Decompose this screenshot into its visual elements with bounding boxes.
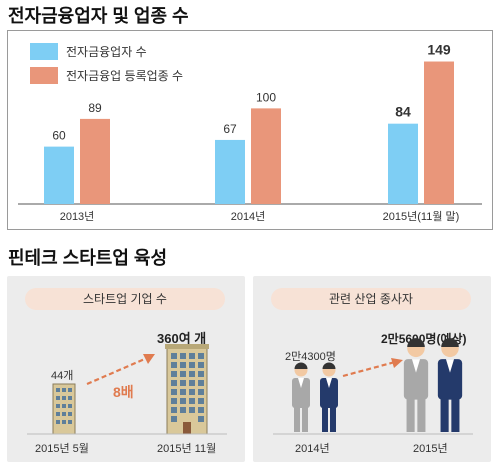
legend-swatch-1 — [30, 67, 58, 84]
data-label-0-1: 67 — [223, 122, 237, 136]
person-navy-2015 — [437, 338, 463, 432]
startup-xlabel-2: 2015년 11월 — [157, 443, 217, 455]
data-label-0-0: 60 — [52, 129, 66, 143]
small-building-icon — [52, 383, 76, 435]
section1-title: 전자금융업자 및 업종 수 — [8, 6, 189, 26]
growth-arrow — [86, 356, 148, 386]
data-label-1-1: 100 — [256, 90, 276, 104]
bar-1-2 — [424, 61, 454, 204]
startup-before-label: 44개 — [51, 370, 74, 382]
data-label-0-2: 84 — [395, 104, 411, 120]
bar-0-0 — [44, 146, 74, 204]
legend-swatch-0 — [30, 43, 58, 60]
workers-arrow — [342, 360, 396, 378]
workers-before-label: 2만4300명 — [285, 351, 336, 363]
workers-pill: 관련 산업 종사자 — [271, 288, 471, 310]
workers-panel: 관련 산업 종사자 2만4300명 2만5600명(예상) 2014년 2015… — [253, 276, 491, 462]
workers-xlabel-2: 2015년 — [413, 443, 448, 455]
x-tick-0: 2013년 — [60, 210, 95, 223]
workers-arrow-head — [391, 358, 403, 368]
legend-label-0: 전자금융업자 수 — [66, 45, 147, 59]
data-label-1-0: 89 — [88, 101, 102, 115]
person-gray-2015 — [403, 338, 429, 432]
startup-growth-label: 8배 — [113, 384, 134, 400]
growth-arrow-head — [143, 354, 155, 364]
startup-xlabel-1: 2015년 5월 — [35, 443, 89, 455]
startup-after-label: 360여 개 — [157, 331, 207, 346]
startup-illustration — [27, 344, 227, 435]
bar-1-0 — [80, 118, 110, 204]
x-tick-2: 2015년(11월 말) — [383, 210, 460, 223]
large-building-icon — [165, 344, 209, 435]
bar-0-2 — [388, 123, 418, 204]
startup-pill: 스타트업 기업 수 — [25, 288, 225, 310]
section2-title: 핀테크 스타트업 육성 — [8, 248, 168, 268]
person-navy-2014 — [320, 362, 338, 432]
bar-1-1 — [251, 108, 281, 204]
legend-label-1: 전자금융업 등록업종 수 — [66, 69, 183, 83]
data-label-1-2: 149 — [427, 42, 451, 58]
workers-illustration — [273, 338, 473, 435]
x-tick-1: 2014년 — [231, 210, 266, 223]
person-gray-2014 — [292, 362, 310, 432]
bar-0-1 — [215, 139, 245, 204]
workers-xlabel-1: 2014년 — [295, 443, 330, 455]
startup-panel: 스타트업 기업 수 44개 360여 개 8배 2015년 5월 2015년 1 — [7, 276, 245, 462]
